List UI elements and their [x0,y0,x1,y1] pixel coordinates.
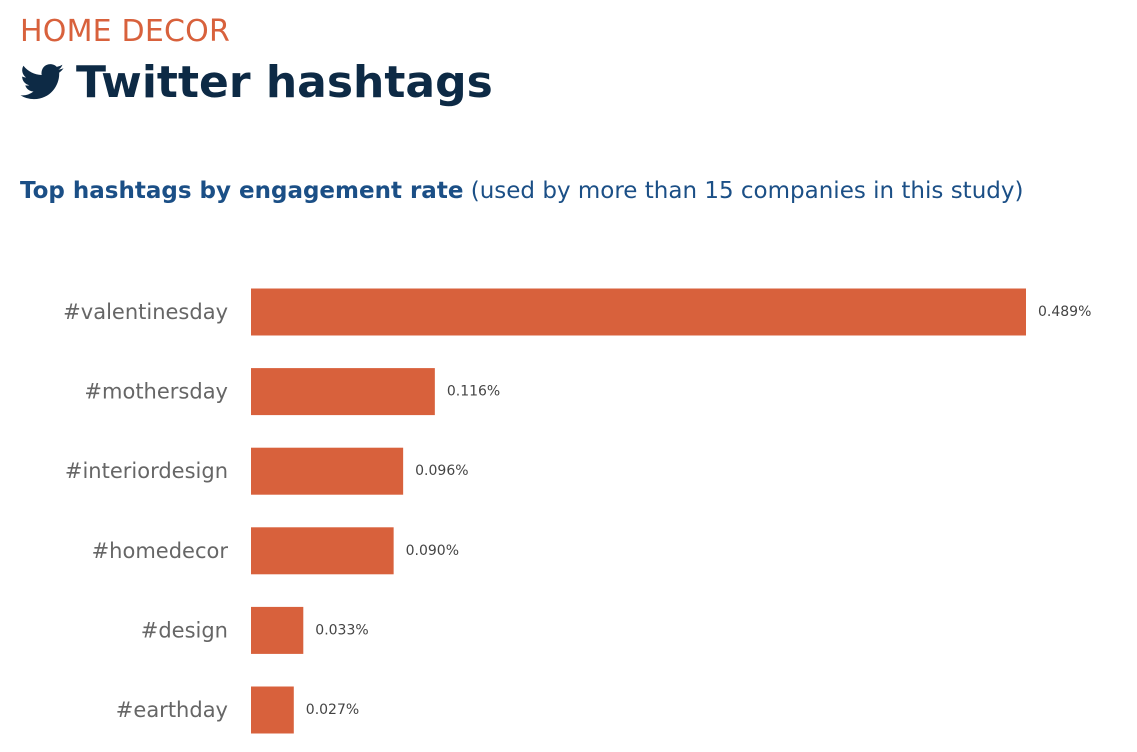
bar [251,447,404,495]
chart-subtitle: Top hashtags by engagement rate (used by… [20,178,1023,204]
bar-value-label: 0.033% [315,622,368,638]
page-title: Twitter hashtags [76,56,493,108]
bar-value-label: 0.096% [415,463,468,479]
category-tick-label: #homedecor [92,539,229,563]
bar [251,686,294,734]
title-row: Twitter hashtags [20,52,493,112]
subtitle-emphasis: Top hashtags by engagement rate [20,178,464,204]
subtitle-note: (used by more than 15 companies in this … [470,178,1024,204]
bar-value-label: 0.116% [447,384,500,400]
bar [251,368,435,416]
twitter-bird-icon [20,64,64,100]
category-tick-label: #valentinesday [63,300,228,324]
category-tick-label: #earthday [116,698,228,722]
bar [251,288,1026,336]
category-label: HOME DECOR [20,14,231,49]
bar-value-label: 0.489% [1038,304,1091,320]
bar [251,606,304,654]
bar-value-label: 0.027% [306,702,359,718]
bar-value-label: 0.090% [406,543,459,559]
category-tick-label: #interiordesign [65,459,228,483]
category-tick-label: #mothersday [84,380,228,404]
category-tick-label: #design [141,618,228,642]
bar [251,527,394,575]
